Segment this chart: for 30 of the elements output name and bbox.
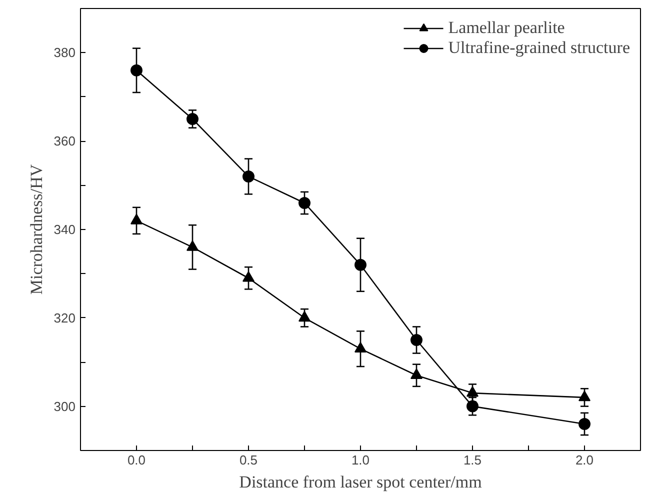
point (130, 214, 142, 224)
point (242, 271, 254, 282)
point (186, 113, 198, 125)
y-tick-label: 380 (54, 45, 76, 60)
legend-label: Ultrafine-grained structure (448, 38, 630, 58)
y-axis-title: Microhardness/HV (26, 164, 46, 295)
x-tick-label: 0.5 (239, 452, 258, 468)
point (186, 240, 198, 251)
point (354, 342, 366, 353)
y-tick-label: 320 (54, 310, 76, 326)
y-tick-label: 300 (54, 398, 76, 414)
point (578, 390, 590, 402)
y-tick-label: 360 (54, 134, 76, 149)
x-tick-label: 1.5 (463, 452, 482, 468)
x-axis-title: Distance from laser spot center/mm (239, 472, 482, 492)
point (466, 386, 478, 397)
point (298, 196, 310, 209)
legend-label: Lamellar pearlite (448, 18, 565, 38)
point (578, 418, 590, 430)
point (130, 64, 142, 76)
y-tick-label: 340 (54, 222, 76, 237)
point (354, 258, 366, 271)
point (466, 400, 478, 412)
point (410, 368, 422, 380)
x-tick-label: 1.0 (351, 452, 370, 468)
point (410, 334, 422, 346)
point (242, 170, 254, 182)
x-tick-label: 2.0 (575, 452, 594, 468)
point (298, 311, 310, 322)
x-tick-label: 0.0 (127, 452, 146, 468)
